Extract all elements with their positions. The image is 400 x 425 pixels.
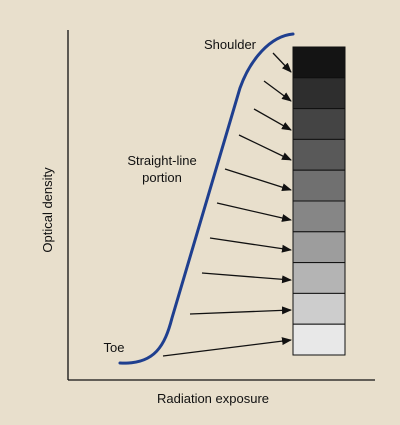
step-wedge (292, 46, 346, 356)
arrow-step-8 (201, 272, 292, 284)
characteristic-curve (118, 32, 295, 365)
wedge-step-5 (292, 169, 346, 202)
arrow-step-6 (216, 202, 292, 222)
arrow-step-5 (224, 168, 292, 192)
straight-line-label-line2: portion (142, 170, 182, 185)
arrow-step-7 (209, 237, 292, 253)
wedge-step-7 (292, 231, 346, 264)
toe-label: Toe (104, 340, 125, 355)
wedge-step-3 (292, 108, 346, 140)
arrow-step-2 (263, 80, 292, 102)
arrow-step-3 (253, 108, 292, 131)
arrow-step-10 (162, 337, 292, 357)
wedge-step-1 (292, 46, 346, 79)
wedge-step-4 (292, 138, 346, 171)
wedge-step-8 (292, 262, 346, 294)
x-axis-label: Radiation exposure (157, 391, 269, 406)
arrow-step-4 (238, 134, 292, 161)
arrow-step-9 (189, 306, 292, 315)
wedge-step-6 (292, 200, 346, 233)
arrow-step-1 (272, 52, 292, 73)
wedge-step-10 (292, 323, 346, 356)
straight-line-label-line1: Straight-line (127, 153, 196, 168)
wedge-step-2 (292, 77, 346, 110)
y-axis-label: Optical density (40, 167, 55, 253)
arrows (162, 52, 292, 357)
shoulder-label: Shoulder (204, 37, 257, 52)
wedge-step-9 (292, 292, 346, 325)
